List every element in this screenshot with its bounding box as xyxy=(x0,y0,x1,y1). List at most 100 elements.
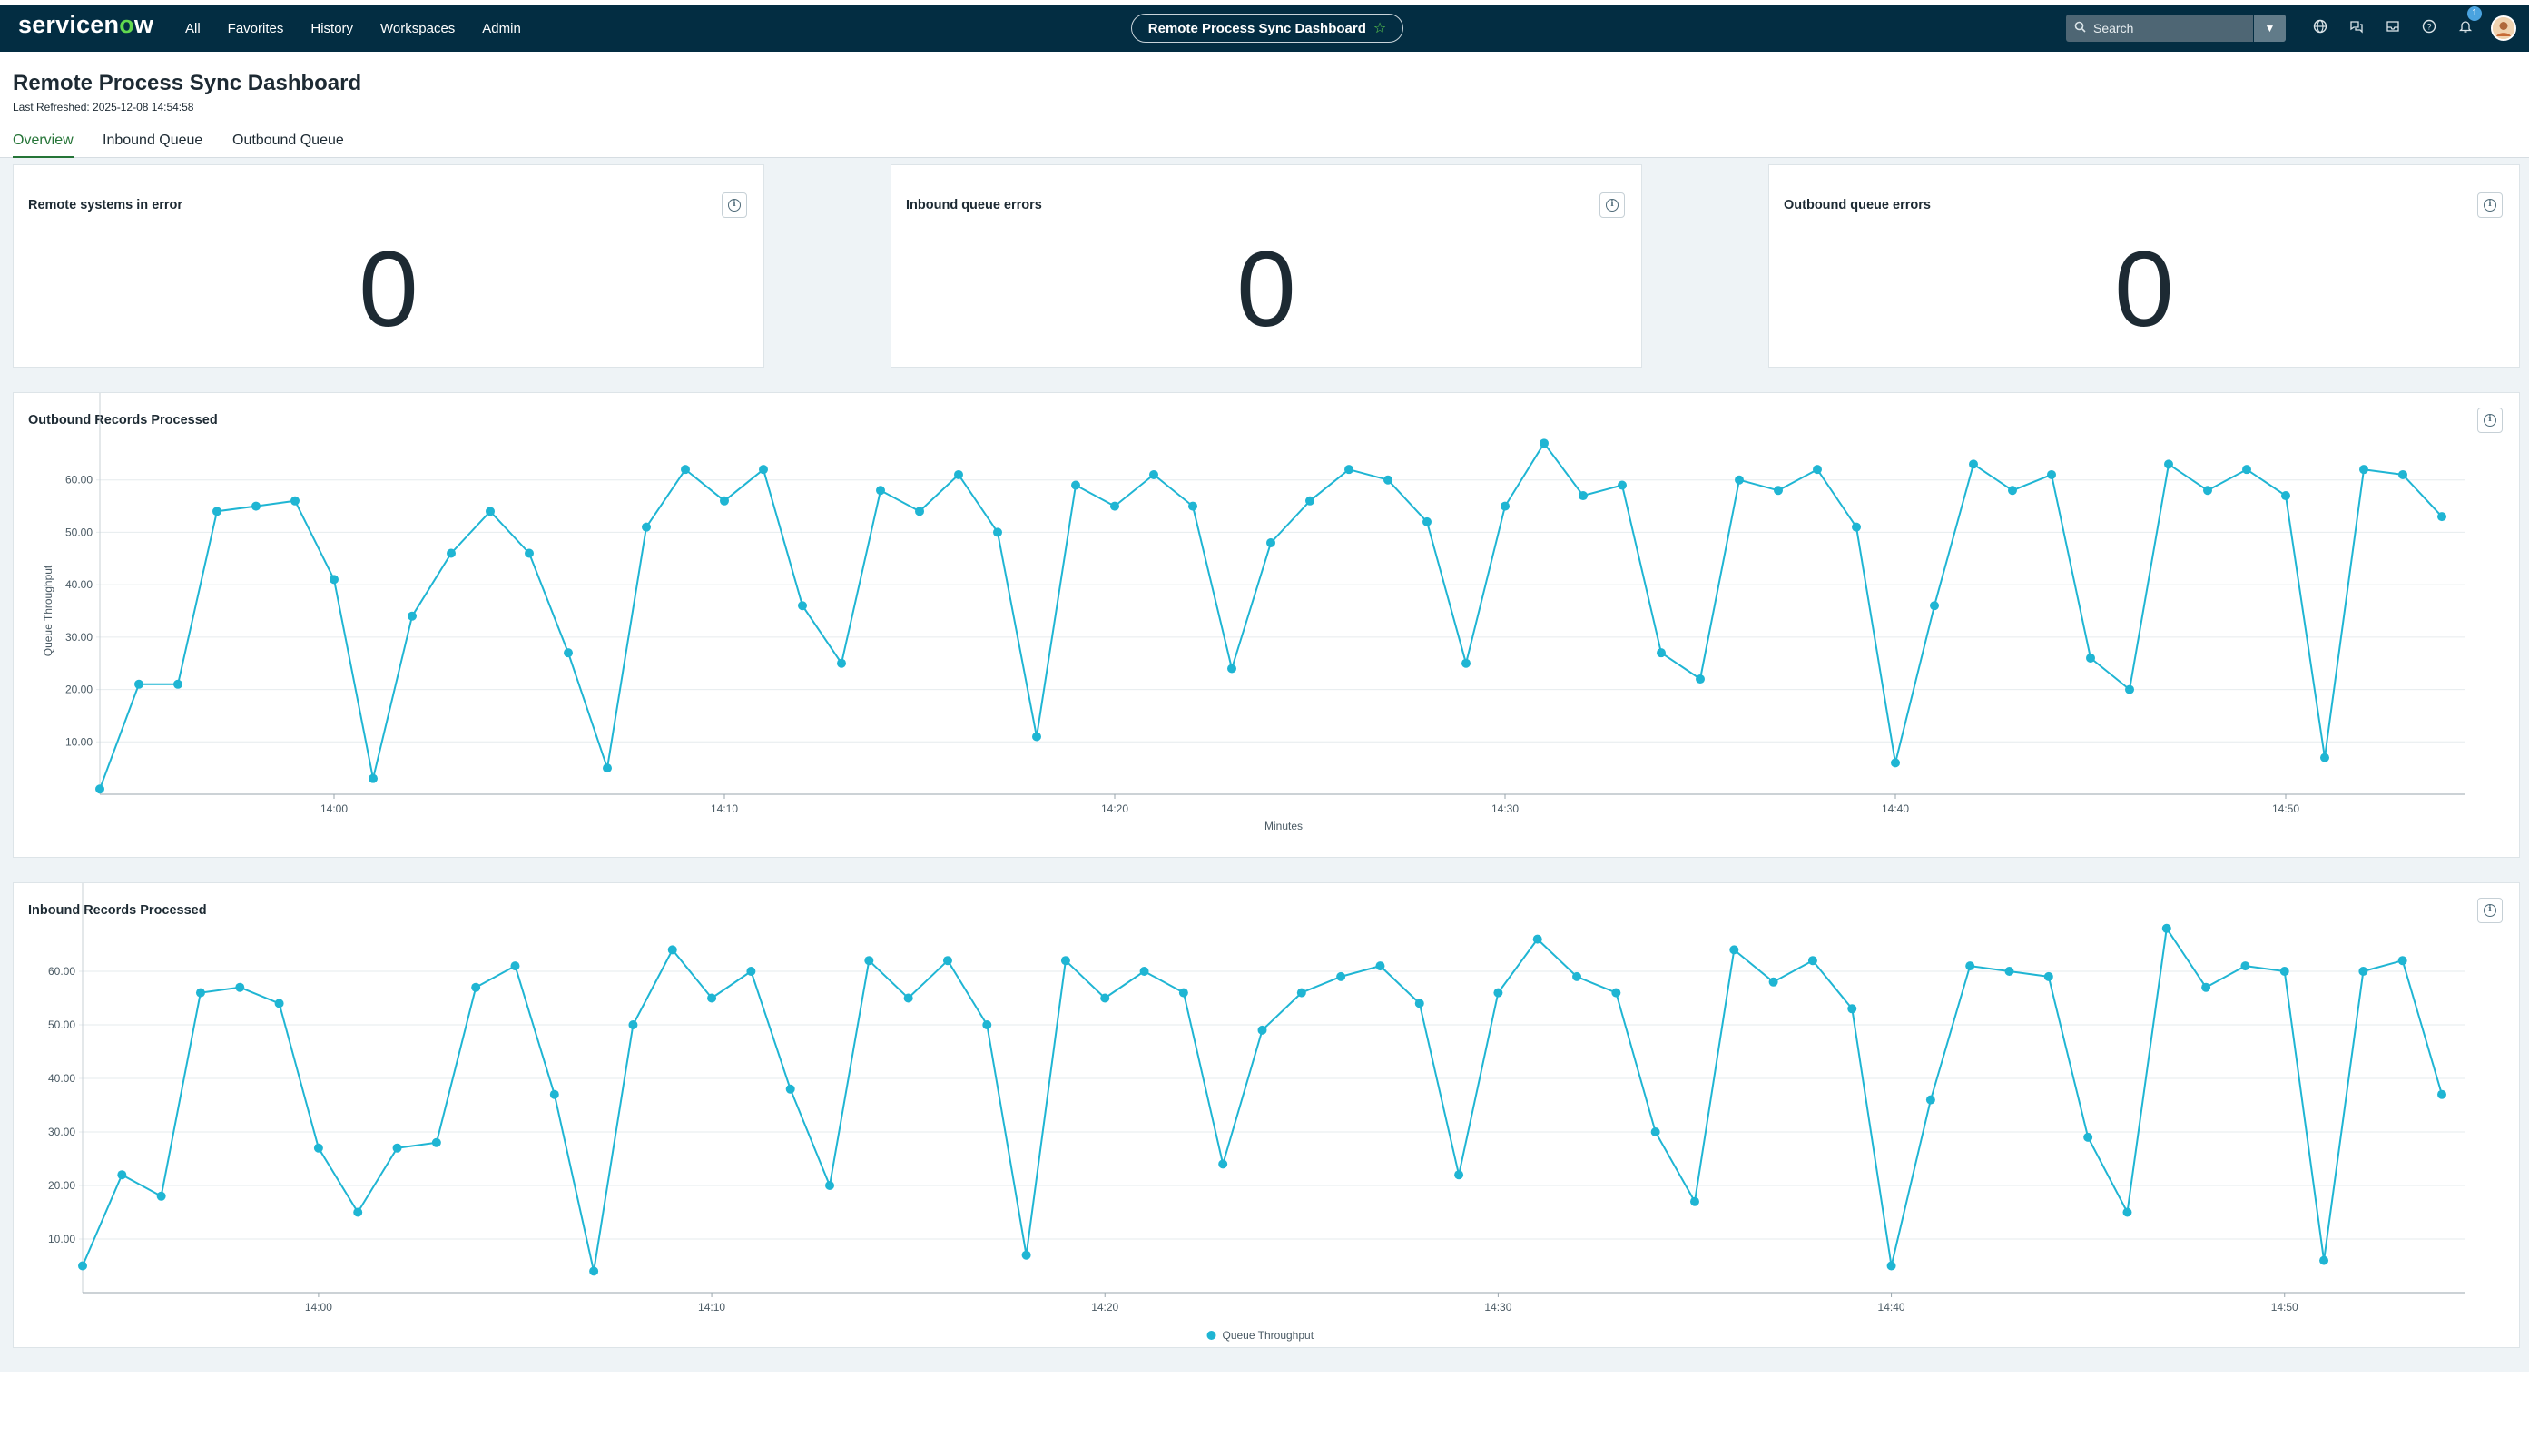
servicenow-logo[interactable]: servicenow xyxy=(18,11,154,38)
data-point[interactable] xyxy=(1461,658,1471,668)
data-point[interactable] xyxy=(274,999,284,1008)
data-point[interactable] xyxy=(1735,475,1744,485)
data-point[interactable] xyxy=(1218,1159,1228,1169)
data-point[interactable] xyxy=(1296,988,1306,998)
data-point[interactable] xyxy=(982,1020,992,1029)
data-point[interactable] xyxy=(1139,967,1149,976)
data-point[interactable] xyxy=(2043,971,2053,981)
data-point[interactable] xyxy=(2161,923,2171,933)
data-point[interactable] xyxy=(681,465,690,475)
data-point[interactable] xyxy=(2319,1255,2329,1265)
data-point[interactable] xyxy=(720,496,729,506)
data-point[interactable] xyxy=(2125,684,2134,694)
data-point[interactable] xyxy=(1540,438,1549,448)
tab-inbound-queue[interactable]: Inbound Queue xyxy=(103,133,203,148)
data-point[interactable] xyxy=(1579,491,1588,501)
bell-icon[interactable]: 1 xyxy=(2447,5,2484,38)
data-point[interactable] xyxy=(1032,732,1041,742)
data-point[interactable] xyxy=(1852,522,1861,532)
data-point[interactable] xyxy=(471,982,481,992)
data-point[interactable] xyxy=(1021,1250,1031,1260)
data-point[interactable] xyxy=(2004,967,2014,976)
avatar[interactable] xyxy=(2491,15,2516,41)
data-point[interactable] xyxy=(1657,648,1666,658)
data-point[interactable] xyxy=(235,982,245,992)
data-point[interactable] xyxy=(1729,945,1739,955)
data-point[interactable] xyxy=(95,784,104,794)
data-point[interactable] xyxy=(1572,971,1582,981)
data-point[interactable] xyxy=(1925,1095,1935,1105)
data-point[interactable] xyxy=(1618,480,1627,490)
data-point[interactable] xyxy=(251,501,261,511)
kpi-value[interactable]: 0 xyxy=(1236,230,1296,349)
help-icon[interactable]: ? xyxy=(2411,19,2447,38)
data-point[interactable] xyxy=(915,507,924,516)
nav-all[interactable]: All xyxy=(185,20,201,36)
data-point[interactable] xyxy=(330,575,339,585)
nav-workspaces[interactable]: Workspaces xyxy=(380,20,456,36)
data-point[interactable] xyxy=(2083,1132,2093,1142)
data-point[interactable] xyxy=(1969,459,1978,469)
data-point[interactable] xyxy=(1188,501,1197,511)
info-button[interactable]: i xyxy=(1599,192,1625,218)
data-point[interactable] xyxy=(1847,1004,1857,1014)
data-point[interactable] xyxy=(564,648,573,658)
data-point[interactable] xyxy=(1060,956,1070,966)
data-point[interactable] xyxy=(1891,758,1900,768)
data-point[interactable] xyxy=(525,548,534,558)
data-point[interactable] xyxy=(1532,934,1542,944)
data-point[interactable] xyxy=(1454,1170,1464,1180)
data-point[interactable] xyxy=(1178,988,1188,998)
data-point[interactable] xyxy=(2047,469,2056,479)
data-point[interactable] xyxy=(1110,501,1119,511)
legend-label[interactable]: Queue Throughput xyxy=(1223,1329,1314,1342)
data-point[interactable] xyxy=(2122,1207,2132,1217)
data-point[interactable] xyxy=(2358,967,2368,976)
data-point[interactable] xyxy=(1422,516,1432,526)
data-point[interactable] xyxy=(1689,1196,1699,1206)
data-point[interactable] xyxy=(313,1143,323,1153)
data-point[interactable] xyxy=(942,956,952,966)
data-point[interactable] xyxy=(798,601,807,611)
data-point[interactable] xyxy=(628,1020,638,1029)
data-point[interactable] xyxy=(1100,993,1110,1003)
data-point[interactable] xyxy=(746,967,756,976)
data-point[interactable] xyxy=(2320,753,2329,762)
data-point[interactable] xyxy=(2086,653,2095,663)
chat-icon[interactable] xyxy=(2338,19,2375,38)
nav-admin[interactable]: Admin xyxy=(482,20,521,36)
data-point[interactable] xyxy=(2397,956,2407,966)
nav-history[interactable]: History xyxy=(310,20,354,36)
current-page-pill[interactable]: Remote Process Sync Dashboard ☆ xyxy=(1131,14,1403,43)
globe-icon[interactable] xyxy=(2302,19,2338,38)
data-point[interactable] xyxy=(2008,486,2017,496)
data-point[interactable] xyxy=(1501,501,1510,511)
data-point[interactable] xyxy=(510,961,520,971)
data-point[interactable] xyxy=(2240,961,2250,971)
data-point[interactable] xyxy=(1227,664,1236,674)
data-point[interactable] xyxy=(667,945,677,955)
data-point[interactable] xyxy=(369,773,378,783)
data-point[interactable] xyxy=(486,507,495,516)
data-point[interactable] xyxy=(1813,465,1822,475)
data-point[interactable] xyxy=(1886,1261,1896,1271)
data-point[interactable] xyxy=(392,1143,402,1153)
info-button[interactable]: i xyxy=(2477,898,2503,923)
data-point[interactable] xyxy=(1414,999,1424,1008)
data-point[interactable] xyxy=(1149,469,1158,479)
data-point[interactable] xyxy=(1257,1025,1267,1035)
search-scope-dropdown-icon[interactable]: ▼ xyxy=(2253,15,2286,42)
data-point[interactable] xyxy=(195,988,205,998)
info-button[interactable]: i xyxy=(722,192,747,218)
data-point[interactable] xyxy=(1774,486,1783,496)
data-point[interactable] xyxy=(1611,988,1621,998)
data-point[interactable] xyxy=(954,469,963,479)
kpi-value[interactable]: 0 xyxy=(359,230,418,349)
inbox-icon[interactable] xyxy=(2375,19,2411,38)
data-point[interactable] xyxy=(2398,469,2407,479)
favorite-star-icon[interactable]: ☆ xyxy=(1373,21,1387,36)
data-point[interactable] xyxy=(2201,982,2211,992)
data-point[interactable] xyxy=(2203,486,2212,496)
data-point[interactable] xyxy=(1696,674,1705,684)
data-point[interactable] xyxy=(1305,496,1314,506)
